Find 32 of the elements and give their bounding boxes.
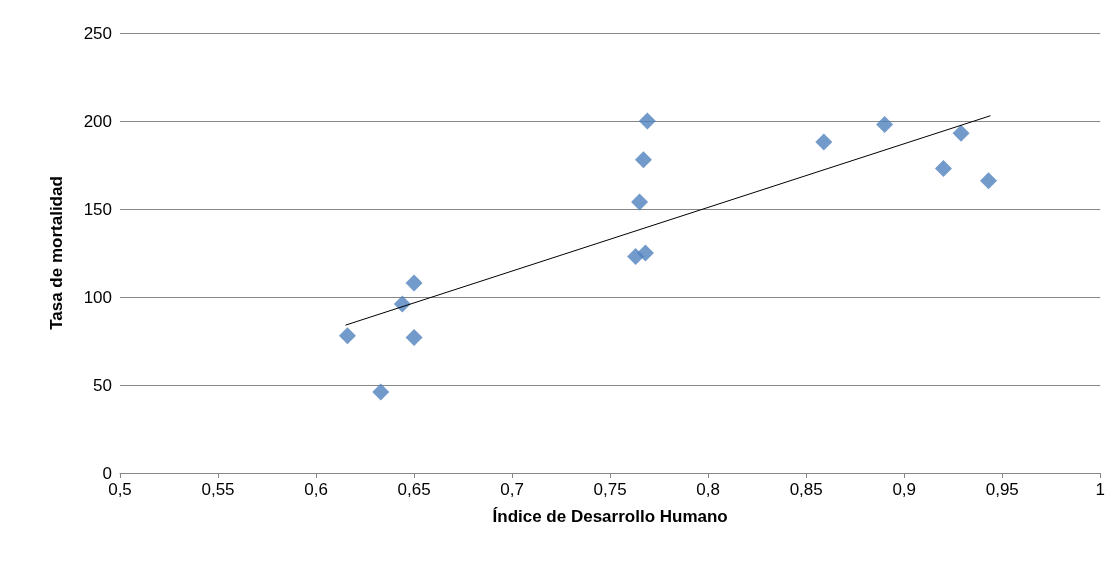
x-tick-label: 0,95 (985, 480, 1019, 499)
x-tick-label: 0,7 (500, 480, 524, 499)
point (952, 124, 970, 142)
x-axis-title: Índice de Desarrollo Humano (492, 507, 728, 526)
x-tick-label: 0,5 (108, 480, 132, 499)
x-tick-label: 0,85 (789, 480, 823, 499)
point (636, 244, 654, 262)
y-tick-label: 150 (83, 199, 112, 219)
x-tick-label: 0,9 (892, 480, 917, 499)
x-tick-label: 0,8 (696, 480, 720, 499)
y-tick-label: 50 (93, 375, 112, 395)
point (934, 160, 952, 178)
point (405, 328, 423, 346)
y-tick-label: 0 (102, 463, 112, 483)
x-tick-label: 1 (1095, 480, 1106, 499)
point (405, 274, 423, 292)
point (634, 151, 652, 169)
point (638, 112, 656, 130)
y-tick-label: 200 (83, 111, 112, 131)
point (980, 172, 998, 190)
point (876, 116, 894, 134)
point (631, 193, 649, 211)
x-tick-label: 0,6 (304, 480, 328, 499)
y-tick-label: 100 (83, 287, 112, 307)
y-axis-title: Tasa de mortalidad (47, 176, 66, 330)
x-tick-label: 0,55 (201, 480, 235, 499)
point (338, 327, 356, 345)
x-tick-label: 0,65 (397, 480, 431, 499)
point (815, 133, 833, 151)
point (372, 383, 390, 401)
x-tick-label: 0,75 (593, 480, 627, 499)
y-tick-label: 250 (83, 23, 112, 43)
